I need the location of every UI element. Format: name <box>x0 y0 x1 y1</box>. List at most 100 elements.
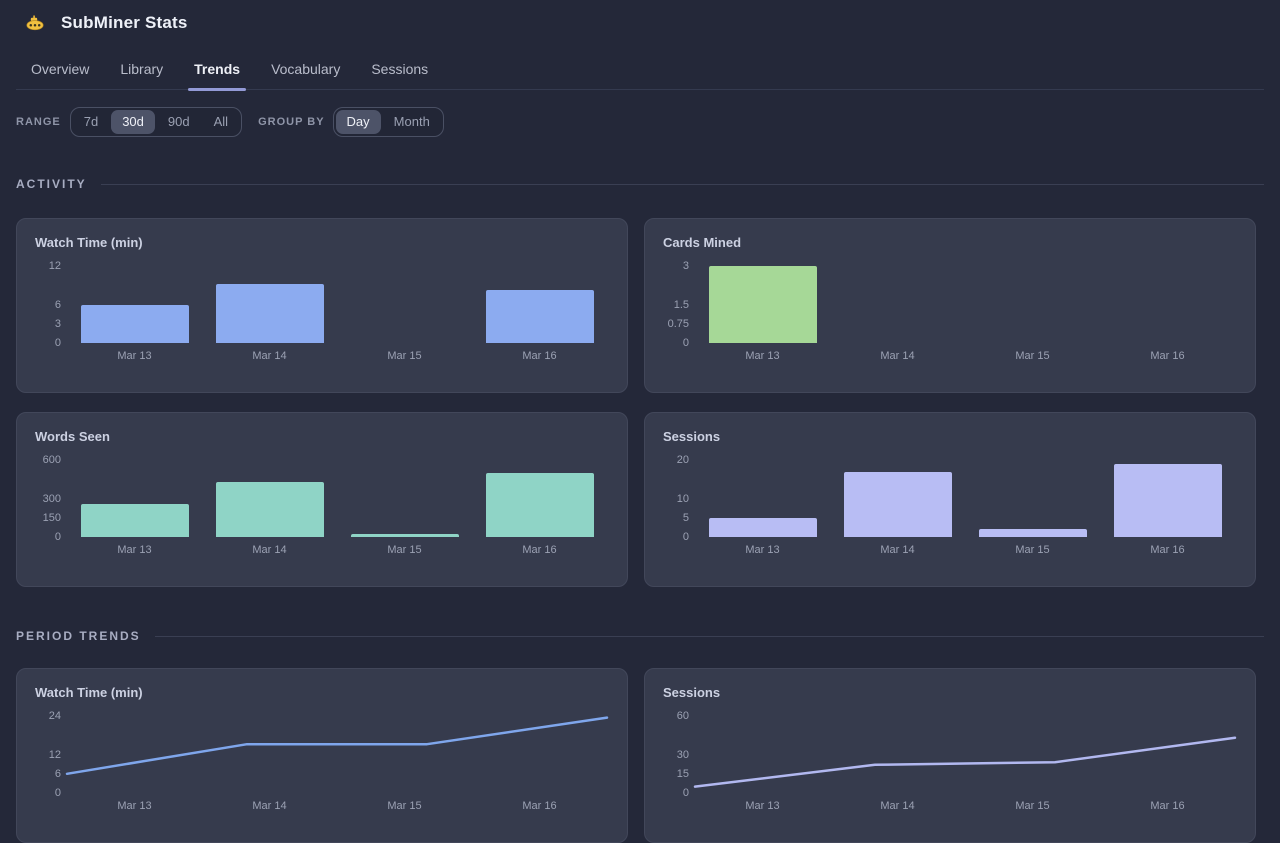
tab-vocabulary[interactable]: Vocabulary <box>271 61 341 77</box>
tab-overview[interactable]: Overview <box>31 61 90 77</box>
y-axis-tick-label: 150 <box>42 511 61 524</box>
x-axis-tick-label: Mar 16 <box>522 544 557 556</box>
tab-trends[interactable]: Trends <box>188 53 246 91</box>
range-option-7d[interactable]: 7d <box>83 114 99 129</box>
y-axis-tick-label: 600 <box>42 454 61 466</box>
group-by-label: GROUP BY <box>258 116 325 128</box>
x-axis-tick-label: Mar 13 <box>117 350 152 362</box>
trend-line <box>693 736 1237 788</box>
y-axis-tick-label: 5 <box>682 511 689 524</box>
submarine-icon <box>26 15 44 31</box>
group-by-segmented-control: Day Month <box>332 107 444 137</box>
y-axis-tick-label: 3 <box>682 260 689 272</box>
y-axis-tick-label: 12 <box>48 748 61 761</box>
y-axis-tick-label: 0 <box>682 337 689 349</box>
y-axis-tick-label: 0 <box>682 787 689 799</box>
tab-library[interactable]: Library <box>120 61 164 77</box>
chart-title: Watch Time (min) <box>35 685 143 700</box>
y-axis-tick-label: 6 <box>54 298 61 311</box>
bar <box>215 481 324 537</box>
watch-time-bar-chart: 12 6 3 0 Mar 13 Mar 14 Mar 15 Mar 16 <box>17 219 627 392</box>
y-axis-tick-label: 0.75 <box>667 317 689 330</box>
submine-stats-app: { "app": { "title": "SubMiner Stats", "i… <box>16 13 1264 843</box>
tab-bar: Overview Library Trends Vocabulary Sessi… <box>16 53 1264 91</box>
group-by-option-month[interactable]: Month <box>393 114 430 129</box>
range-segmented-control: 7d 30d 90d All <box>69 107 243 137</box>
x-axis-tick-label: Mar 13 <box>745 544 780 556</box>
y-axis-tick-label: 0 <box>682 531 689 543</box>
trend-line-svg <box>65 716 609 776</box>
bar <box>80 504 189 537</box>
x-axis-tick-label: Mar 14 <box>880 544 915 556</box>
app-header: SubMiner Stats <box>26 13 188 33</box>
chart-card-words-seen: 600 300 150 0 Mar 13 Mar 14 Mar 15 Mar 16 Words… <box>16 412 628 587</box>
bar <box>1113 463 1222 537</box>
y-axis-tick-label: 15 <box>676 767 689 780</box>
chart-card-sessions: 20 10 5 0 Mar 13 Mar 14 Mar 15 Mar 16 Sessions <box>644 412 1256 587</box>
trend-line <box>65 716 609 776</box>
y-axis-tick-label: 3 <box>54 317 61 330</box>
y-axis-tick-label: 300 <box>42 492 61 505</box>
y-axis-tick-label: 60 <box>676 710 689 722</box>
chart-title: Sessions <box>663 429 721 444</box>
group-by-option-day[interactable]: Day <box>335 110 381 134</box>
tab-sessions[interactable]: Sessions <box>371 61 429 77</box>
x-axis-tick-label: Mar 15 <box>1015 350 1050 362</box>
y-axis-tick-label: 30 <box>676 748 689 761</box>
words-seen-bar-chart: 600 300 150 0 Mar 13 Mar 14 Mar 15 Mar 16 <box>17 413 627 586</box>
x-axis-tick-label: Mar 14 <box>880 350 915 362</box>
y-axis-tick-label: 12 <box>48 260 61 272</box>
cards-mined-bar-chart: 3 1.5 0.75 0 Mar 13 Mar 14 Mar 15 Mar 16 <box>645 219 1255 392</box>
chart-card-watch-time-trend: 24 12 6 0 Mar 13 Mar 14 Mar 15 Mar 16 Watch Tim… <box>16 668 628 843</box>
bar <box>708 517 817 537</box>
y-axis-tick-label: 0 <box>54 337 61 349</box>
y-axis-tick-label: 0 <box>54 787 61 799</box>
chart-title: Words Seen <box>35 429 110 444</box>
section-divider <box>154 635 1264 637</box>
y-axis-tick-label: 24 <box>48 710 61 722</box>
period-trends-chart-grid: 24 12 6 0 Mar 13 Mar 14 Mar 15 Mar 16 Watch Tim… <box>16 668 1256 843</box>
y-axis-tick-label: 0 <box>54 531 61 543</box>
x-axis-tick-label: Mar 16 <box>522 350 557 362</box>
x-axis-tick-label: Mar 15 <box>1015 544 1050 556</box>
activity-section-header: ACTIVITY <box>16 177 1264 191</box>
bar <box>978 529 1087 537</box>
x-axis-tick-label: Mar 16 <box>1150 544 1185 556</box>
bar <box>708 266 817 343</box>
activity-chart-grid: 12 6 3 0 Mar 13 Mar 14 Mar 15 Mar 16 Watch Time… <box>16 218 1256 587</box>
bar <box>843 471 952 537</box>
period-trends-section-title: PERIOD TRENDS <box>16 629 141 643</box>
trend-line-svg <box>693 736 1237 788</box>
activity-section-title: ACTIVITY <box>16 177 87 191</box>
chart-card-sessions-trend: 60 30 15 0 Mar 13 Mar 14 Mar 15 Mar 16 Sessions <box>644 668 1256 843</box>
bar <box>80 304 189 343</box>
bar <box>215 283 324 343</box>
chart-title: Cards Mined <box>663 235 742 250</box>
bar <box>350 533 459 537</box>
y-axis-tick-label: 20 <box>676 454 689 466</box>
range-option-90d[interactable]: 90d <box>167 114 190 129</box>
range-option-30d[interactable]: 30d <box>111 110 155 134</box>
filter-controls: RANGE 7d 30d 90d All GROUP BY Day Month <box>16 107 444 137</box>
period-trends-section-header: PERIOD TRENDS <box>16 629 1264 643</box>
sessions-line-chart: 60 30 15 0 Mar 13 Mar 14 Mar 15 Mar 16 <box>645 669 1255 842</box>
chart-title: Sessions <box>663 685 721 700</box>
y-axis-tick-label: 1.5 <box>673 298 689 311</box>
app-title: SubMiner Stats <box>61 13 188 32</box>
y-axis-tick-label: 6 <box>54 767 61 780</box>
x-axis-tick-label: Mar 14 <box>252 350 287 362</box>
x-axis-tick-label: Mar 15 <box>387 350 422 362</box>
x-axis-tick-label: Mar 14 <box>252 544 287 556</box>
x-axis-tick-label: Mar 13 <box>745 350 780 362</box>
section-divider <box>100 183 1264 185</box>
chart-title: Watch Time (min) <box>35 235 143 250</box>
range-option-all[interactable]: All <box>213 114 229 129</box>
y-axis-tick-label: 10 <box>676 492 689 505</box>
x-axis-tick-label: Mar 16 <box>1150 350 1185 362</box>
range-label: RANGE <box>16 116 61 128</box>
bar <box>485 472 594 537</box>
bar <box>485 289 594 343</box>
sessions-bar-chart: 20 10 5 0 Mar 13 Mar 14 Mar 15 Mar 16 <box>645 413 1255 586</box>
x-axis-tick-label: Mar 13 <box>117 544 152 556</box>
chart-card-watch-time: 12 6 3 0 Mar 13 Mar 14 Mar 15 Mar 16 Watch Time… <box>16 218 628 393</box>
